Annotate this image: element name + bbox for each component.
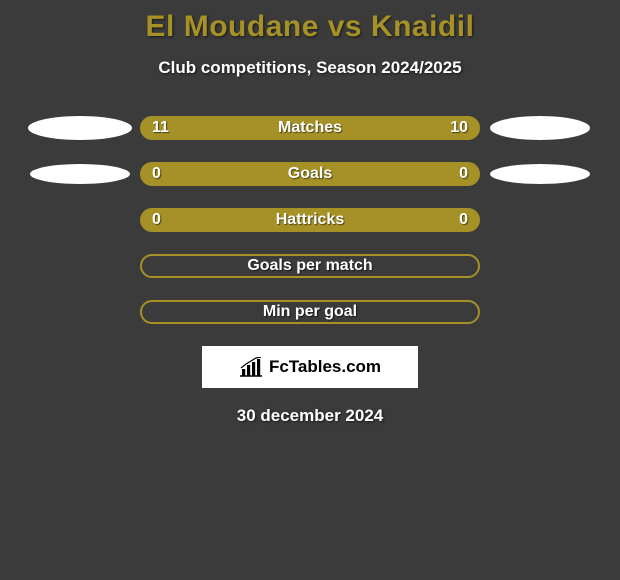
value-ellipse-icon (28, 116, 132, 140)
right-value: 10 (450, 119, 468, 137)
left-indicator (20, 164, 140, 184)
stat-bar: 0Goals0 (140, 162, 480, 186)
stat-row: 0Goals0 (0, 162, 620, 186)
value-ellipse-icon (490, 116, 590, 140)
value-ellipse-icon (490, 164, 590, 184)
stat-label: Goals (140, 165, 480, 183)
stat-rows: 11Matches100Goals00Hattricks0Goals per m… (0, 116, 620, 324)
stat-row: 11Matches10 (0, 116, 620, 140)
stat-label: Goals per match (142, 257, 478, 275)
stat-label: Hattricks (140, 211, 480, 229)
stat-label: Min per goal (142, 303, 478, 321)
subtitle: Club competitions, Season 2024/2025 (0, 58, 620, 78)
right-indicator (480, 116, 600, 140)
left-indicator (20, 116, 140, 140)
page-title: El Moudane vs Knaidil (0, 0, 620, 44)
bar-chart-icon (239, 357, 263, 377)
value-ellipse-icon (30, 164, 130, 184)
stat-bar: Min per goal (140, 300, 480, 324)
stat-row: Goals per match (0, 254, 620, 278)
brand-text: FcTables.com (269, 357, 381, 377)
left-value: 11 (152, 119, 169, 137)
stat-bar: Goals per match (140, 254, 480, 278)
stat-bar: 0Hattricks0 (140, 208, 480, 232)
left-value: 0 (152, 211, 161, 229)
right-value: 0 (459, 211, 468, 229)
comparison-canvas: El Moudane vs Knaidil Club competitions,… (0, 0, 620, 580)
brand-box: FcTables.com (202, 346, 418, 388)
right-value: 0 (459, 165, 468, 183)
stat-bar: 11Matches10 (140, 116, 480, 140)
left-value: 0 (152, 165, 161, 183)
right-indicator (480, 164, 600, 184)
stat-row: 0Hattricks0 (0, 208, 620, 232)
stat-row: Min per goal (0, 300, 620, 324)
stat-label: Matches (140, 119, 480, 137)
date-text: 30 december 2024 (0, 406, 620, 426)
